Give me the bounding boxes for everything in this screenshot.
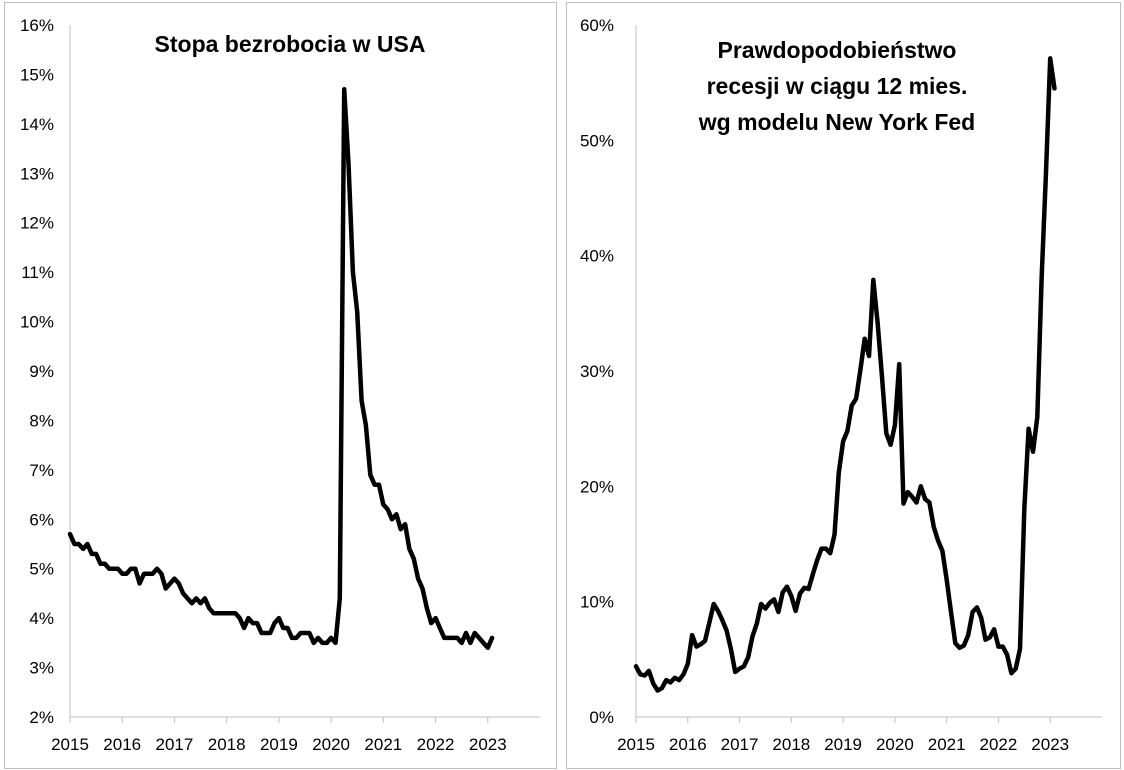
y-tick-label: 4% xyxy=(29,609,54,628)
series-line xyxy=(67,87,495,651)
chart-title-line: recesji w ciągu 12 mies. xyxy=(707,73,968,99)
y-tick-label: 30% xyxy=(580,362,614,381)
x-tick-label: 2016 xyxy=(103,735,141,754)
y-tick-label: 50% xyxy=(580,131,614,150)
y-tick-label: 14% xyxy=(20,115,54,134)
x-tick-label: 2023 xyxy=(1031,735,1069,754)
y-tick-label: 8% xyxy=(29,411,54,430)
chart-frame xyxy=(566,2,1121,769)
y-tick-label: 20% xyxy=(580,477,614,496)
x-tick-label: 2018 xyxy=(208,735,246,754)
chart-title-line: wg modelu New York Fed xyxy=(698,109,975,135)
y-tick-label: 3% xyxy=(29,659,54,678)
unemployment-chart-panel: 2% 3% 4% 5% 6% 7% 8% 9% 10% 11% 12% 13% 14% 15% 16% 201… xyxy=(4,2,557,769)
recession-probability-chart-panel: 0% 10% 20% 30% 40% 50% 60% 2015 2016 2017 2018 2019… xyxy=(562,0,1124,770)
x-tick-label: 2015 xyxy=(617,735,655,754)
x-tick-label: 2016 xyxy=(669,735,707,754)
x-tick-label: 2021 xyxy=(364,735,402,754)
chart-frame xyxy=(4,2,557,769)
chart-title-line: Stopa bezrobocia w USA xyxy=(155,31,426,57)
y-tick-label: 11% xyxy=(21,263,54,282)
y-tick-label: 10% xyxy=(580,593,614,612)
y-tick-label: 2% xyxy=(29,708,54,727)
x-tick-label: 2019 xyxy=(260,735,298,754)
x-tick-label: 2017 xyxy=(156,735,194,754)
unemployment-chart: 2% 3% 4% 5% 6% 7% 8% 9% 10% 11% 12% 13% 14% 15% 16% 201… xyxy=(4,2,557,769)
x-tick-label: 2015 xyxy=(51,735,89,754)
chart-title-line: Prawdopodobieństwo xyxy=(718,37,957,63)
x-tick-label: 2018 xyxy=(772,735,810,754)
x-tick-label: 2022 xyxy=(417,735,455,754)
y-tick-label: 60% xyxy=(580,16,614,35)
x-tick-label: 2022 xyxy=(980,735,1018,754)
y-tick-label: 16% xyxy=(20,16,54,35)
y-tick-label: 6% xyxy=(29,510,54,529)
x-tick-label: 2019 xyxy=(824,735,862,754)
x-tick-label: 2017 xyxy=(721,735,759,754)
y-tick-label: 12% xyxy=(20,214,54,233)
y-tick-label: 0% xyxy=(589,708,614,727)
recession-probability-chart: 0% 10% 20% 30% 40% 50% 60% 2015 2016 2017 2018 2019… xyxy=(566,2,1121,769)
y-tick-label: 9% xyxy=(29,362,54,381)
series-line xyxy=(633,56,1057,693)
x-tick-label: 2020 xyxy=(876,735,914,754)
y-tick-label: 7% xyxy=(29,461,54,480)
y-tick-label: 5% xyxy=(29,560,54,579)
y-tick-label: 10% xyxy=(20,313,54,332)
y-tick-label: 13% xyxy=(20,164,54,183)
y-tick-label: 15% xyxy=(20,65,54,84)
y-tick-label: 40% xyxy=(580,247,614,266)
x-tick-label: 2021 xyxy=(928,735,966,754)
x-tick-label: 2023 xyxy=(469,735,507,754)
x-tick-label: 2020 xyxy=(312,735,350,754)
